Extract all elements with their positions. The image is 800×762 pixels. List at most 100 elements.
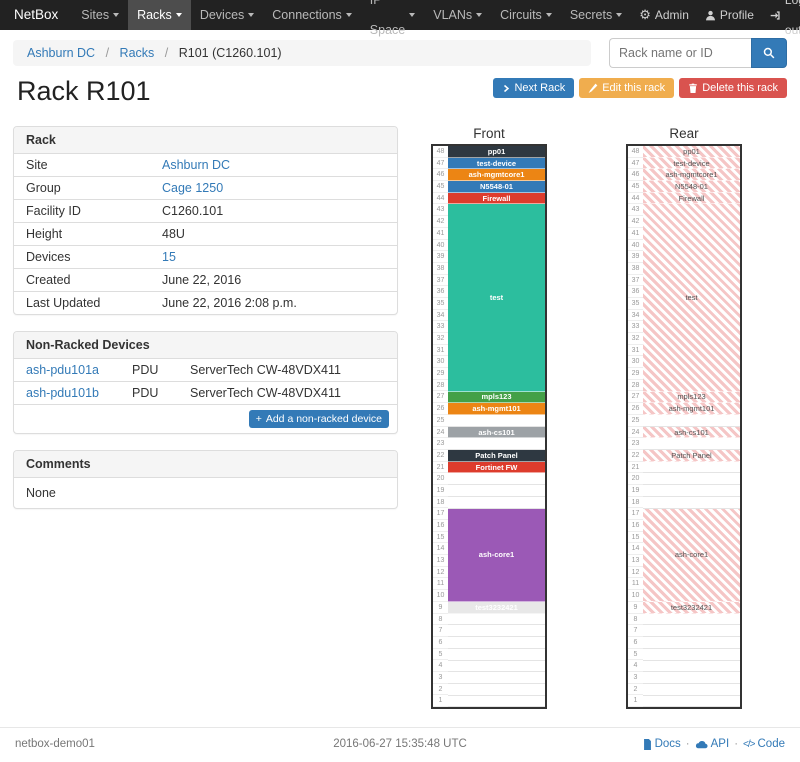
breadcrumb-site-link[interactable]: Ashburn DC <box>27 46 96 60</box>
rack-device[interactable]: Fortinet FW <box>448 461 545 474</box>
device-name-link[interactable]: ash-pdu101b <box>26 386 99 400</box>
empty-slot <box>448 683 545 696</box>
api-link[interactable]: API <box>695 738 729 750</box>
device-name-cell: ash-pdu101a <box>14 359 126 381</box>
nav-item-circuits[interactable]: Circuits <box>491 0 561 30</box>
unit-number: 40 <box>628 240 643 252</box>
unit-number: 18 <box>433 497 448 509</box>
rack-attribute-row: Facility ID C1260.101 <box>14 200 397 223</box>
rack-search <box>609 38 787 68</box>
nav-item-ip-space[interactable]: IP Space <box>361 0 424 37</box>
breadcrumb-current: R101 (C1260.101) <box>178 46 282 60</box>
unit-number: 16 <box>628 520 643 532</box>
attribute-value-link[interactable]: Cage 1250 <box>162 181 224 195</box>
footer-links: Docs · API · </> Code <box>636 738 785 751</box>
attribute-value-link[interactable]: 15 <box>162 250 176 264</box>
rack-device[interactable]: mpls123 <box>643 391 740 404</box>
unit-number: 9 <box>628 602 643 614</box>
rack-device[interactable]: ash-core1 <box>448 508 545 603</box>
profile-link[interactable]: Profile <box>697 0 762 30</box>
rack-device[interactable]: pp01 <box>448 146 545 158</box>
edit-rack-button[interactable]: Edit this rack <box>579 78 675 98</box>
attribute-value: C1260.101 <box>162 204 224 218</box>
rack-device[interactable]: pp01 <box>643 146 740 158</box>
unit-number: 32 <box>628 333 643 345</box>
search-button[interactable] <box>751 38 787 68</box>
unit-number: 47 <box>628 158 643 170</box>
rack-device[interactable]: N5548-01 <box>643 181 740 193</box>
non-racked-panel-title: Non-Racked Devices <box>14 332 397 359</box>
unit-number: 35 <box>433 298 448 310</box>
front-rack: 48 47 46 45 44 43 42 41 40 39 38 37 36 35 34 33 32 31 30 29… <box>431 144 547 710</box>
attribute-label: Devices <box>26 250 71 264</box>
non-racked-devices-panel: Non-Racked Devices ash-pdu101a PDU ServerT… <box>13 331 398 434</box>
attribute-label: Facility ID <box>26 204 81 218</box>
nav-item-connections[interactable]: Connections <box>263 0 361 30</box>
unit-number: 5 <box>628 649 643 661</box>
rack-device[interactable]: test3232421 <box>448 602 545 614</box>
code-link[interactable]: </> Code <box>743 738 785 750</box>
unit-number: 5 <box>433 649 448 661</box>
rack-device[interactable]: ash-mgmtcore1 <box>643 169 740 182</box>
cloud-icon <box>695 740 708 749</box>
attribute-value-link[interactable]: Ashburn DC <box>162 158 231 172</box>
rack-device[interactable]: test <box>643 204 740 392</box>
docs-label: Docs <box>654 738 681 751</box>
unit-number: 34 <box>628 310 643 322</box>
attribute-value: Ashburn DC <box>154 154 238 176</box>
nav-item-devices[interactable]: Devices <box>191 0 263 30</box>
chevron-down-icon <box>409 13 416 17</box>
empty-slot <box>448 613 545 626</box>
rack-device[interactable]: test <box>448 204 545 392</box>
rack-device[interactable]: mpls123 <box>448 391 545 404</box>
device-name-link[interactable]: ash-pdu101a <box>26 363 99 377</box>
rack-device[interactable]: test-device <box>448 157 545 170</box>
nav-item-vlans[interactable]: VLANs <box>424 0 491 30</box>
delete-rack-button[interactable]: Delete this rack <box>679 78 787 98</box>
code-icon: </> <box>743 738 756 750</box>
rack-device[interactable]: ash-core1 <box>643 508 740 603</box>
add-non-racked-device-button[interactable]: + Add a non-racked device <box>248 410 389 428</box>
attribute-value: Cage 1250 <box>154 177 231 199</box>
plus-icon: + <box>255 413 262 425</box>
rear-elevation-title: Rear <box>669 126 699 141</box>
unit-number: 34 <box>433 310 448 322</box>
footer-separator: · <box>734 738 739 751</box>
unit-number: 46 <box>433 169 448 182</box>
chevron-down-icon <box>345 13 352 17</box>
logout-link[interactable]: Log out <box>762 0 800 37</box>
rack-device[interactable]: ash-cs101 <box>643 426 740 439</box>
rack-device[interactable]: ash-cs101 <box>448 426 545 439</box>
empty-slot <box>643 613 740 626</box>
breadcrumb-racks-link[interactable]: Racks <box>119 46 155 60</box>
brand-link[interactable]: NetBox <box>14 7 59 22</box>
rear-elevation: Rear 48 47 46 45 44 43 42 41 40 39 38 37 36 35 34 33 32 3… <box>626 126 742 710</box>
rack-device[interactable]: Patch Panel <box>448 450 545 462</box>
rack-device[interactable]: Firewall <box>643 192 740 205</box>
empty-slot <box>643 625 740 638</box>
empty-slot <box>448 695 545 708</box>
nav-item-label: Secrets <box>569 8 613 22</box>
rack-device[interactable]: Firewall <box>448 192 545 205</box>
nav-item-secrets[interactable]: Secrets <box>561 0 631 30</box>
device-type-cell: ServerTech CW-48VDX411 <box>190 386 341 400</box>
nav-item-racks[interactable]: Racks <box>128 0 191 30</box>
rack-device[interactable]: ash-mgmtcore1 <box>448 169 545 182</box>
rack-panel: Rack Site Ashburn DC Group Cage 1250 Facilit… <box>13 126 398 315</box>
rack-device[interactable]: N5548-01 <box>448 181 545 193</box>
docs-link[interactable]: Docs <box>643 738 681 750</box>
unit-number: 30 <box>433 356 448 369</box>
admin-link[interactable]: ⚙ Admin <box>631 0 697 30</box>
rack-device[interactable]: test3232421 <box>643 602 740 614</box>
search-input[interactable] <box>609 38 751 68</box>
rack-device[interactable]: test-device <box>643 157 740 170</box>
unit-number: 4 <box>433 660 448 672</box>
rack-device[interactable]: ash-mgmt101 <box>448 403 545 415</box>
chevron-down-icon <box>175 13 182 17</box>
rack-device[interactable]: ash-mgmt101 <box>643 403 740 415</box>
empty-slot <box>643 461 740 474</box>
next-rack-button[interactable]: Next Rack <box>493 78 575 98</box>
unit-number: 27 <box>628 391 643 404</box>
nav-item-sites[interactable]: Sites <box>72 0 128 30</box>
rack-device[interactable]: Patch Panel <box>643 450 740 462</box>
